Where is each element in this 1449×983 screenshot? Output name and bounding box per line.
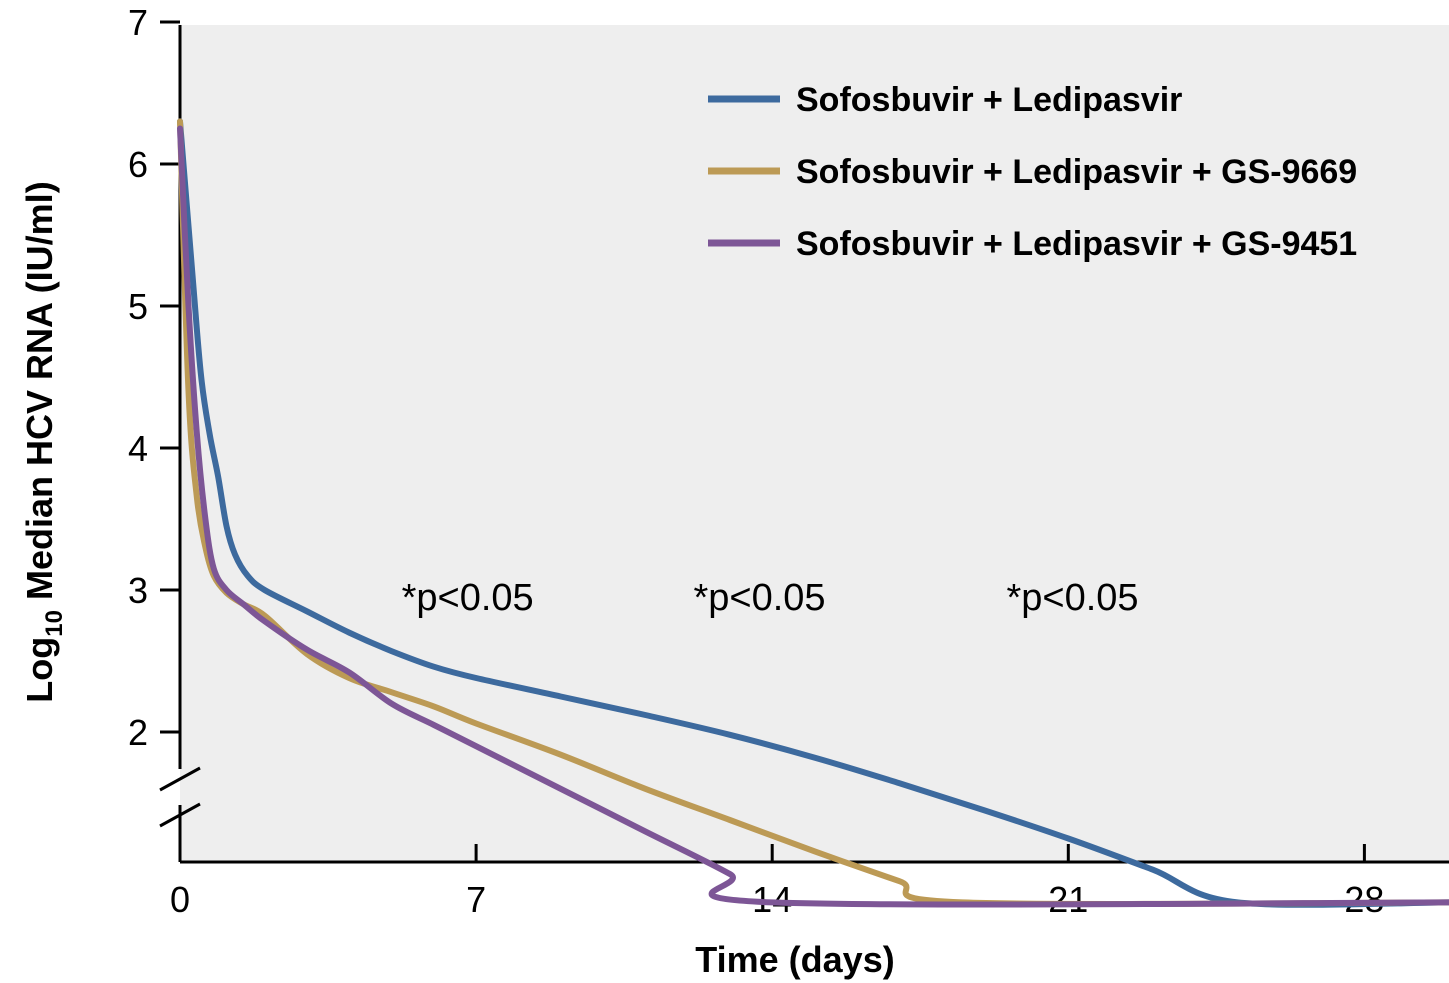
x-axis-title: Time (days): [695, 939, 894, 980]
annotation-layer: *p<0.05 *p<0.05 *p<0.05: [402, 577, 1139, 619]
significance-annotation-3: *p<0.05: [1006, 577, 1138, 619]
legend: Sofosbuvir + Ledipasvir Sofosbuvir + Ledi…: [708, 81, 1357, 263]
y-tick-label-6: 6: [128, 144, 148, 185]
legend-label-2: Sofosbuvir + Ledipasvir + GS-9669: [796, 153, 1357, 191]
y-axis: 2 3 4 5 6 7: [128, 2, 182, 862]
y-tick-label-3: 3: [128, 570, 148, 611]
y-axis-title-main: Log: [19, 637, 60, 703]
legend-label-3: Sofosbuvir + Ledipasvir + GS-9451: [796, 225, 1357, 263]
series-line-2: [177, 118, 1449, 907]
significance-annotation-1: *p<0.05: [402, 577, 534, 619]
series-line-3: [177, 125, 1449, 908]
x-tick-label-0: 0: [170, 879, 190, 920]
y-axis-title: Log10 Median HCV RNA (IU/ml): [19, 181, 68, 702]
y-tick-label-2: 2: [128, 712, 148, 753]
series-line-1: [177, 118, 1449, 908]
x-tick-label-21: 21: [1048, 879, 1088, 920]
y-axis-title-rest: Median HCV RNA (IU/ml): [19, 181, 60, 610]
y-tick-label-4: 4: [128, 428, 148, 469]
x-axis: 0 7 14 21 28: [170, 844, 1449, 920]
plot-background: [180, 25, 1449, 862]
y-axis-title-subscript: 10: [41, 610, 68, 637]
x-tick-label-28: 28: [1344, 879, 1384, 920]
y-tick-label-7: 7: [128, 2, 148, 43]
y-tick-label-5: 5: [128, 286, 148, 327]
x-tick-label-7: 7: [466, 879, 486, 920]
significance-annotation-2: *p<0.05: [693, 577, 825, 619]
series-layer: [177, 118, 1449, 908]
legend-label-1: Sofosbuvir + Ledipasvir: [796, 81, 1182, 119]
